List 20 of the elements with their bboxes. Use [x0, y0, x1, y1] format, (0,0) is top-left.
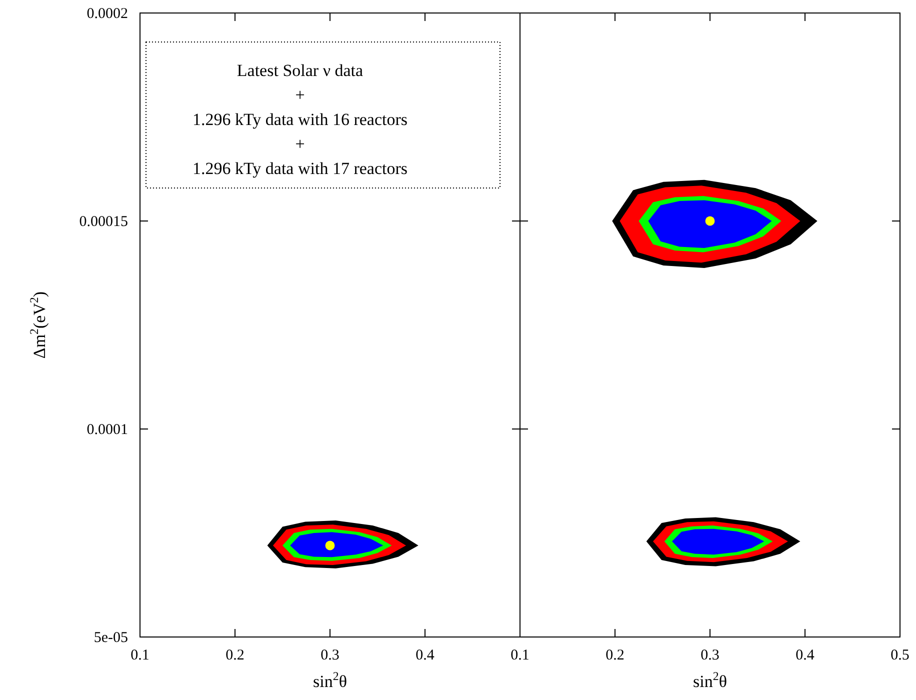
annotation: 1.296 kTy data with 16 reactors — [192, 110, 408, 129]
x-tick-label: 0.2 — [606, 648, 624, 664]
annotation: 1.296 kTy data with 17 reactors — [192, 159, 408, 178]
x-axis-title: sin$^{2}$θ — [313, 669, 347, 691]
annotation: Latest Solar ν data — [236, 61, 364, 80]
x-tick-label: 0.3 — [700, 648, 720, 664]
x-tick-label: 0.4 — [416, 648, 435, 664]
y-tick-label: 5e-05 — [94, 630, 128, 646]
y-tick-label: 0.0002 — [86, 6, 128, 22]
x-tick-label: 0.1 — [130, 648, 150, 664]
annotation: + — [295, 134, 305, 154]
annotation: + — [295, 86, 305, 104]
y-tick-label: 0.00015 — [79, 214, 128, 230]
x-tick-label: 0.1 — [510, 648, 530, 664]
x-tick-label: 0.4 — [796, 648, 815, 664]
x-tick-label: 0.5 — [890, 648, 910, 664]
x-axis-title: sin$^{2}$θ — [693, 669, 727, 691]
x-tick-label: 0.3 — [320, 648, 340, 664]
y-tick-label: 0.0001 — [86, 422, 128, 438]
x-tick-label: 0.2 — [226, 648, 244, 664]
